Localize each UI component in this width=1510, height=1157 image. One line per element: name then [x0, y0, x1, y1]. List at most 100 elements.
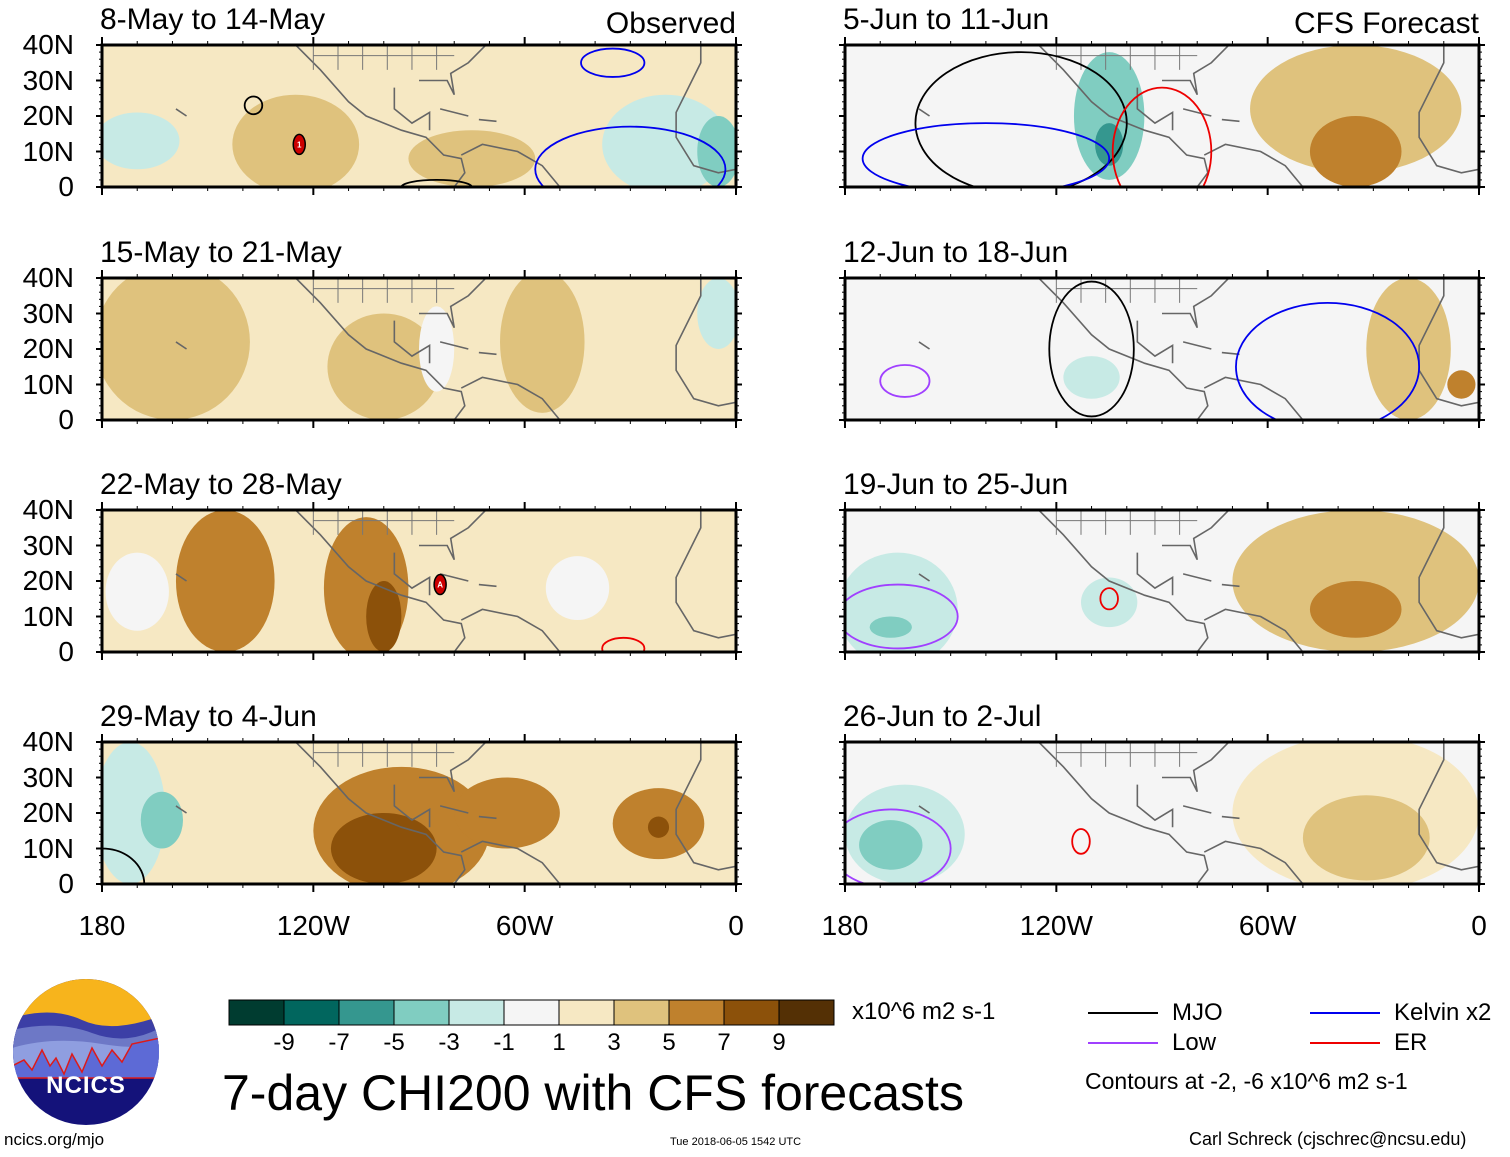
storm-symbol — [292, 133, 306, 156]
x-tick-label: 120W — [276, 910, 350, 941]
anomaly-region — [1302, 795, 1430, 881]
anomaly-region — [102, 112, 180, 170]
y-tick-label: 40N — [22, 262, 74, 293]
colorbar-swatch — [668, 999, 725, 1026]
logo-icon — [13, 979, 159, 1125]
y-tick-label: 0 — [58, 171, 74, 202]
colorbar-swatch — [723, 999, 780, 1026]
er-contour — [1099, 587, 1119, 611]
colorbar-tick-label: 1 — [552, 1029, 566, 1056]
timestamp: Tue 2018-06-05 1542 UTC — [670, 1136, 802, 1148]
anomaly-region — [1447, 370, 1476, 399]
colorbar-swatch — [228, 999, 285, 1026]
anomaly-region — [1366, 278, 1451, 420]
coastline — [175, 510, 736, 652]
kelvin-contour — [534, 125, 727, 187]
legend-line — [1310, 1042, 1380, 1044]
panel-tag: Observed — [605, 7, 736, 40]
colorbar-tick-label: -7 — [328, 1029, 350, 1056]
chart-title: 7-day CHI200 with CFS forecasts — [222, 1065, 964, 1121]
colorbar-tick-label: 5 — [662, 1029, 676, 1056]
low-contour — [845, 583, 959, 650]
mjo-contour — [1048, 280, 1135, 418]
anomaly-region — [1080, 577, 1138, 628]
y-tick-label: 0 — [58, 868, 74, 899]
author: Carl Schreck (cjschrec@ncsu.edu) — [1189, 1129, 1467, 1149]
colorbar-swatch — [558, 999, 615, 1026]
colorbar-tick-label: 3 — [607, 1029, 621, 1056]
kelvin-contour — [1235, 301, 1420, 420]
storm-symbol — [433, 573, 447, 596]
anomaly-region — [697, 278, 736, 349]
anomaly-region — [862, 278, 1110, 399]
anomaly-region — [500, 278, 585, 413]
colorbar-swatch — [393, 999, 450, 1026]
anomaly-region — [419, 306, 455, 392]
x-tick-label: 120W — [1019, 910, 1093, 941]
mjo-contour — [243, 95, 264, 116]
low-contour — [845, 808, 952, 884]
x-tick-label: 60W — [495, 910, 554, 941]
coastline — [918, 510, 1479, 652]
panel-tag: CFS Forecast — [1293, 7, 1479, 40]
anomaly-region — [408, 130, 536, 187]
colorbar-swatch — [283, 999, 340, 1026]
y-tick-label: 30N — [22, 529, 74, 561]
y-tick-label: 30N — [22, 761, 74, 793]
legend-label: Low — [1172, 1029, 1217, 1056]
y-tick-label: 10N — [22, 368, 74, 400]
anomaly-region — [102, 278, 250, 420]
legend-label: MJO — [1172, 999, 1223, 1026]
panel-title: 22-May to 28-May — [100, 468, 342, 501]
anomaly-region — [1250, 45, 1462, 173]
y-tick-label: 40N — [22, 726, 74, 757]
anomaly-region — [1309, 581, 1402, 638]
anomaly-region — [330, 813, 437, 884]
anomaly-region — [647, 816, 670, 838]
legend-note: Contours at -2, -6 x10^6 m2 s-1 — [1085, 1068, 1408, 1094]
coastline — [918, 742, 1479, 884]
x-tick-label: 180 — [78, 910, 126, 941]
kelvin-contour — [861, 122, 1111, 187]
y-tick-label: 40N — [22, 494, 74, 525]
logo-text: NCICS — [46, 1072, 126, 1099]
colorbar-units: x10^6 m2 s-1 — [852, 998, 996, 1025]
site-url[interactable]: ncics.org/mjo — [4, 1130, 105, 1149]
anomaly-region — [869, 616, 912, 638]
anomaly-region — [859, 820, 923, 870]
y-tick-label: 0 — [58, 404, 74, 435]
colorbar-swatch — [448, 999, 505, 1026]
colorbar-tick-label: 9 — [772, 1029, 786, 1056]
coastline — [918, 45, 1479, 187]
anomaly-region — [602, 94, 729, 187]
y-tick-label: 30N — [22, 64, 74, 96]
storm-label: A — [437, 581, 443, 590]
er-contour — [601, 636, 646, 652]
colorbar-tick-label: -5 — [383, 1029, 405, 1056]
x-tick-label: 0 — [1471, 910, 1487, 941]
y-tick-label: 20N — [22, 333, 74, 364]
anomaly-region — [102, 742, 166, 884]
anomaly-region — [545, 556, 610, 621]
y-tick-label: 40N — [22, 29, 74, 60]
panel-title: 12-Jun to 18-Jun — [843, 236, 1069, 269]
anomaly-region — [1309, 116, 1402, 187]
colorbar-tick-label: -1 — [493, 1029, 515, 1056]
panel-title: 5-Jun to 11-Jun — [843, 3, 1050, 36]
legend-line — [1088, 1012, 1158, 1014]
legend-label: ER — [1394, 1029, 1428, 1056]
anomaly-region — [1063, 356, 1120, 399]
colorbar-swatch — [503, 999, 560, 1026]
y-tick-label: 0 — [58, 636, 74, 667]
colorbar-swatch — [613, 999, 670, 1026]
y-tick-label: 20N — [22, 100, 74, 131]
panel-title: 8-May to 14-May — [100, 3, 326, 36]
low-contour — [879, 364, 931, 398]
er-contour — [1111, 86, 1213, 187]
anomaly-region — [366, 581, 402, 652]
